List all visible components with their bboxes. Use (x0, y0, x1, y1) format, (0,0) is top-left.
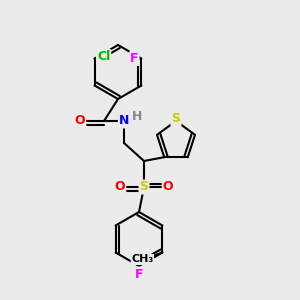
Text: F: F (130, 52, 139, 65)
Text: S: S (140, 181, 148, 194)
Text: H: H (132, 110, 142, 124)
Text: CH₃: CH₃ (131, 254, 154, 265)
Text: Cl: Cl (97, 50, 110, 63)
Text: N: N (119, 115, 129, 128)
Text: F: F (135, 268, 143, 281)
Text: O: O (115, 181, 125, 194)
Text: O: O (75, 115, 85, 128)
Text: S: S (172, 112, 181, 125)
Text: O: O (163, 181, 173, 194)
